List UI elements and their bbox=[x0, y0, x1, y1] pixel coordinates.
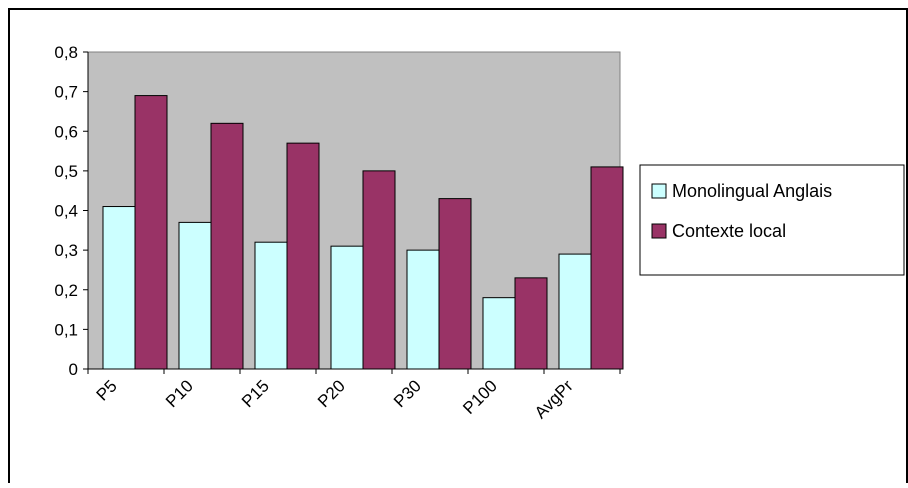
bar-contexte-p100 bbox=[514, 277, 548, 370]
legend-swatch bbox=[651, 183, 667, 199]
y-tick-label: 0,7 bbox=[54, 83, 78, 102]
y-tick-label: 0,5 bbox=[54, 162, 78, 181]
y-tick-label: 0,1 bbox=[54, 320, 78, 339]
y-tick-label: 0 bbox=[69, 360, 78, 379]
bar-contexte-p15 bbox=[286, 142, 320, 370]
legend: Monolingual Anglais Contexte local bbox=[639, 164, 905, 276]
y-tick-label: 0,6 bbox=[54, 122, 78, 141]
bar-contexte-p30 bbox=[438, 198, 472, 370]
bar-monolingual-p5 bbox=[102, 206, 136, 370]
bar-monolingual-p10 bbox=[178, 221, 212, 370]
y-tick-label: 0,8 bbox=[54, 43, 78, 62]
bar-contexte-p20 bbox=[362, 170, 396, 370]
bar-monolingual-p20 bbox=[330, 245, 364, 370]
bar-monolingual-p15 bbox=[254, 241, 288, 370]
bar-contexte-p5 bbox=[134, 95, 168, 370]
bars-layer bbox=[102, 95, 624, 370]
bar-monolingual-p100 bbox=[482, 297, 516, 370]
bar-monolingual-p30 bbox=[406, 249, 440, 370]
bar-monolingual-avgpr bbox=[558, 253, 592, 370]
y-tick-label: 0,4 bbox=[54, 202, 78, 221]
legend-swatch bbox=[651, 223, 667, 239]
legend-label: Monolingual Anglais bbox=[672, 181, 832, 201]
y-tick-label: 0,2 bbox=[54, 281, 78, 300]
bar-contexte-avgpr bbox=[590, 166, 624, 370]
y-tick-label: 0,3 bbox=[54, 241, 78, 260]
legend-label: Contexte local bbox=[672, 221, 786, 241]
bar-contexte-p10 bbox=[210, 122, 244, 370]
legend-box bbox=[639, 164, 905, 276]
